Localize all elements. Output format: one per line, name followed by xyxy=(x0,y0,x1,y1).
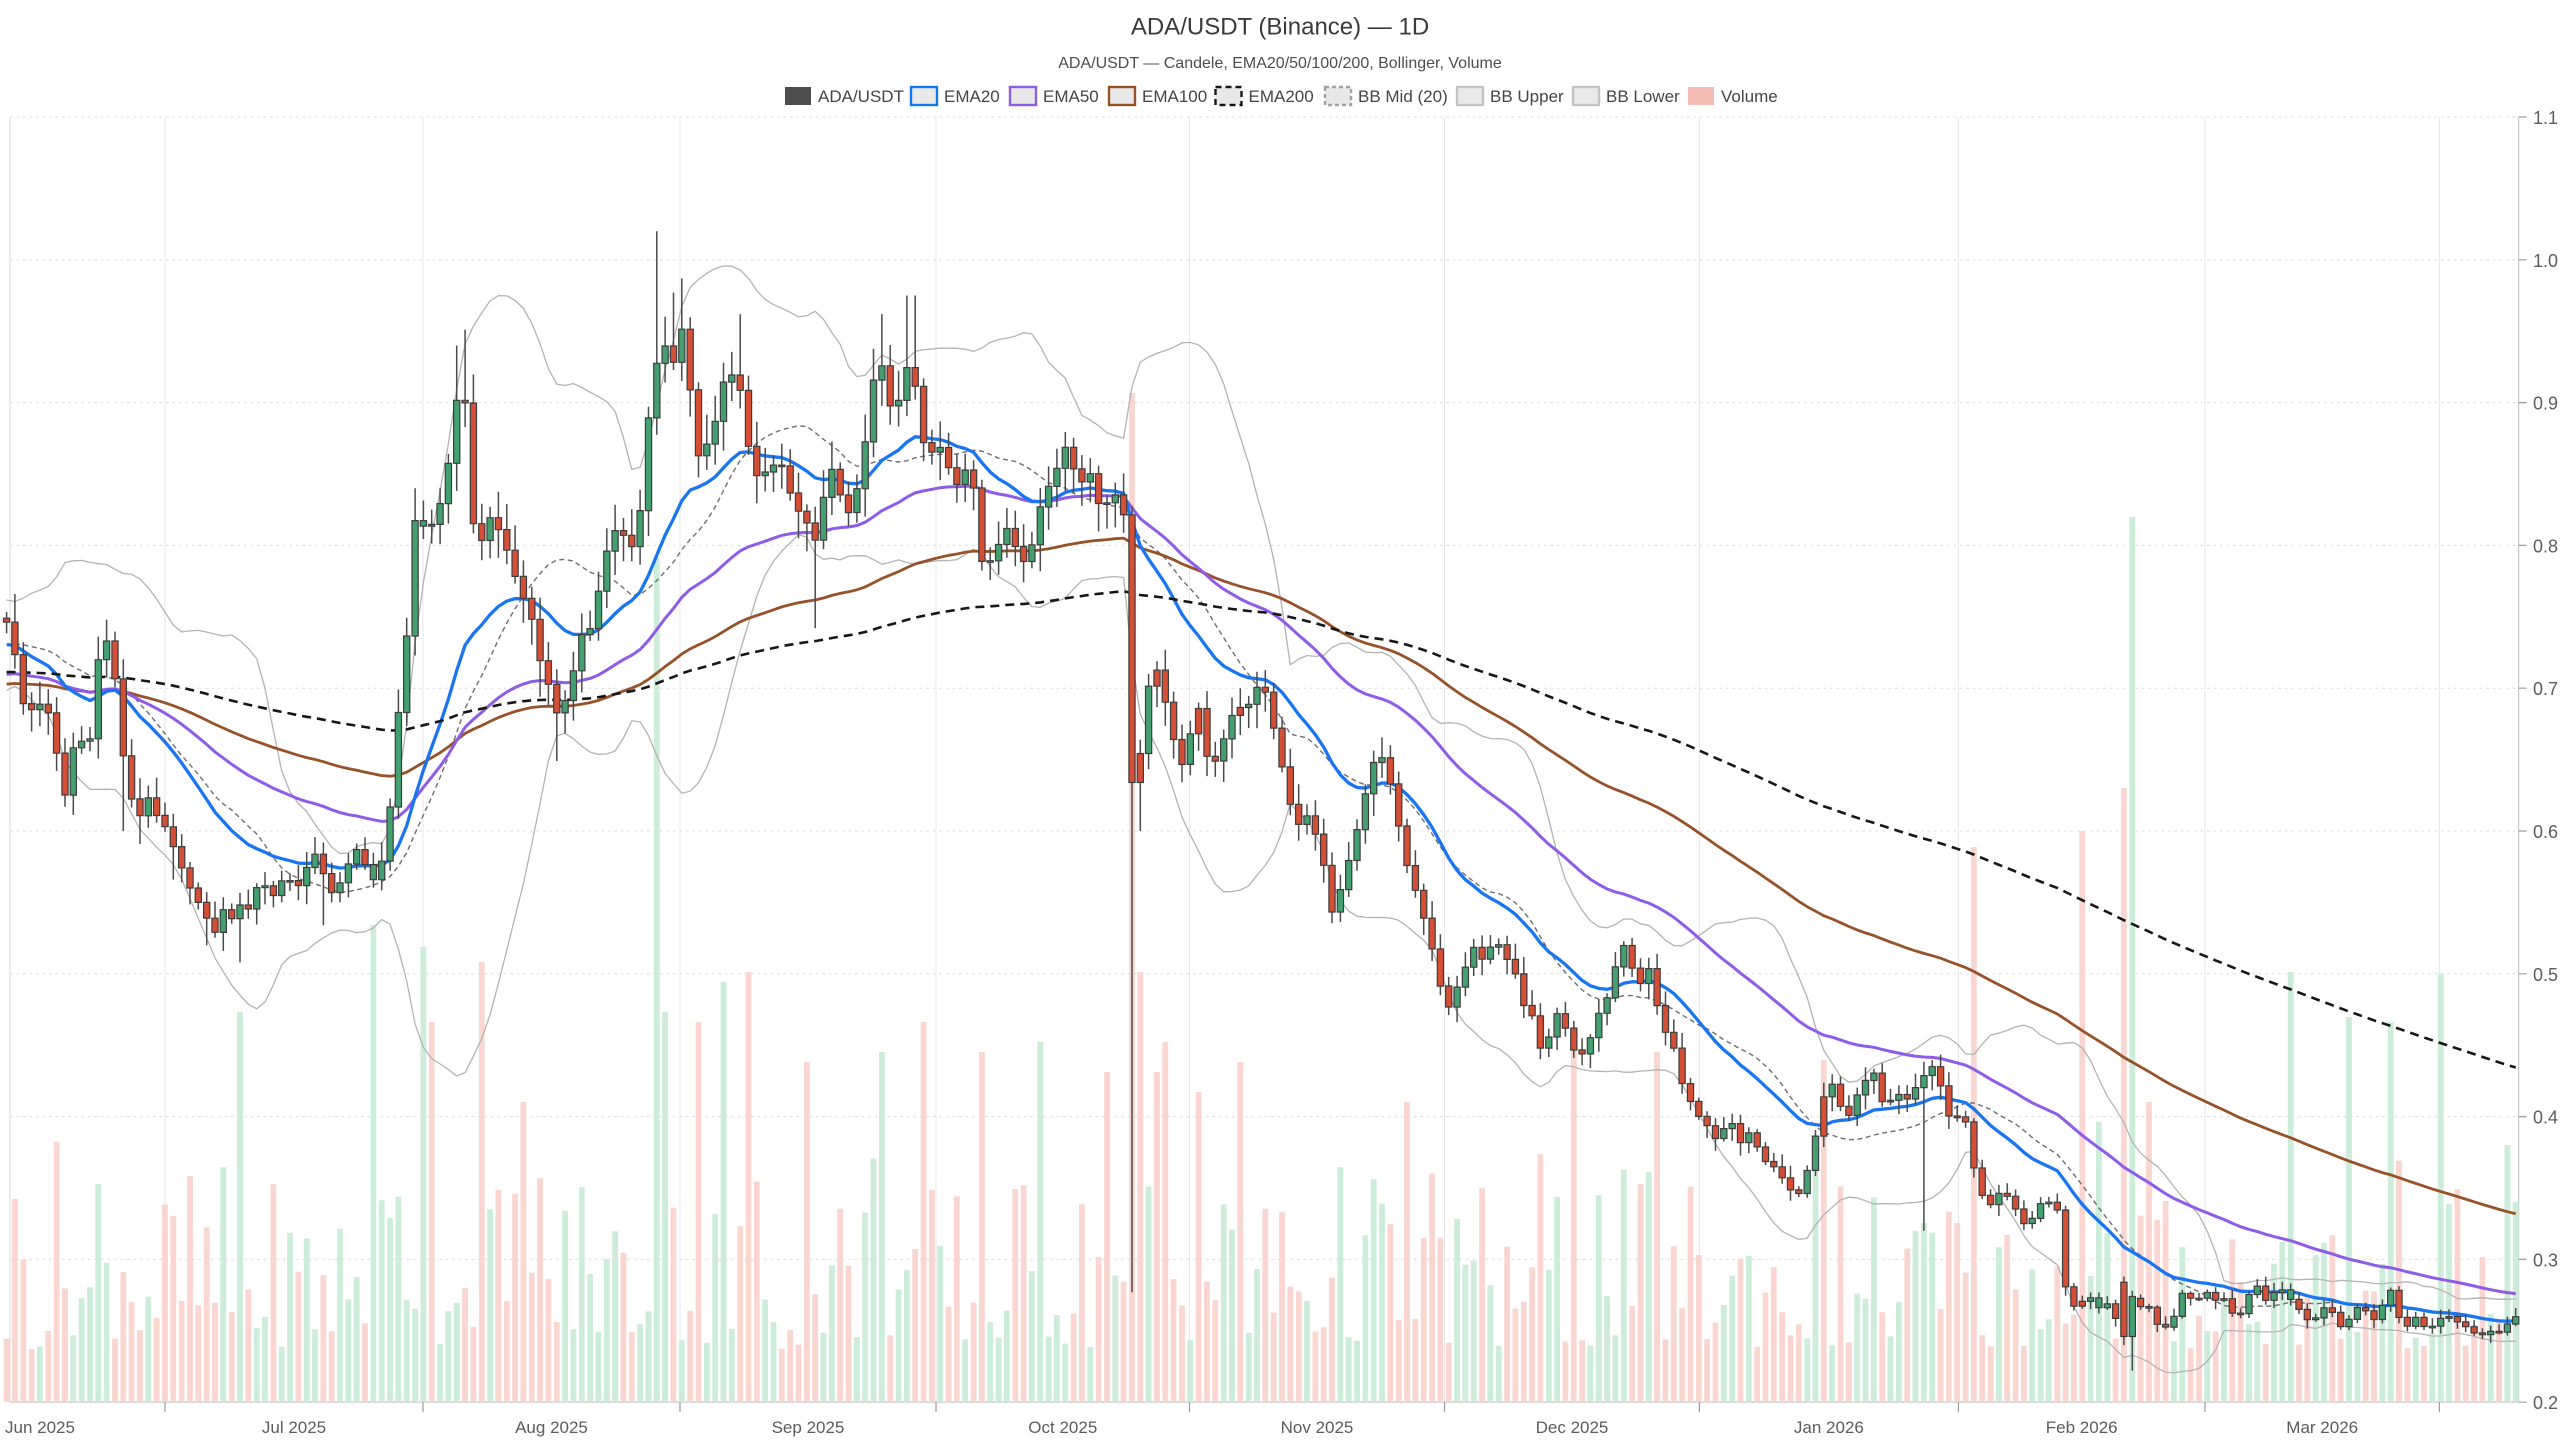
svg-text:Jul 2025: Jul 2025 xyxy=(262,1418,326,1437)
svg-text:Oct 2025: Oct 2025 xyxy=(1028,1418,1097,1437)
svg-text:ADA/USDT — Candele, EMA20/50/1: ADA/USDT — Candele, EMA20/50/100/200, Bo… xyxy=(1058,55,1502,72)
svg-text:BB Mid (20): BB Mid (20) xyxy=(1358,87,1448,106)
svg-text:EMA50: EMA50 xyxy=(1043,87,1099,106)
svg-text:Nov 2025: Nov 2025 xyxy=(1281,1418,1354,1437)
svg-text:0.7: 0.7 xyxy=(2533,679,2558,699)
svg-text:Feb 2026: Feb 2026 xyxy=(2046,1418,2118,1437)
svg-text:0.5: 0.5 xyxy=(2533,965,2558,985)
svg-text:ADA/USDT: ADA/USDT xyxy=(818,87,904,106)
svg-text:Sep 2025: Sep 2025 xyxy=(772,1418,845,1437)
svg-text:Mar 2026: Mar 2026 xyxy=(2286,1418,2358,1437)
svg-text:1.0: 1.0 xyxy=(2533,251,2558,271)
svg-text:EMA200: EMA200 xyxy=(1249,87,1314,106)
svg-text:Aug 2025: Aug 2025 xyxy=(515,1418,588,1437)
svg-text:0.8: 0.8 xyxy=(2533,536,2558,556)
svg-text:ADA/USDT (Binance) — 1D: ADA/USDT (Binance) — 1D xyxy=(1131,14,1429,41)
svg-text:Volume: Volume xyxy=(1721,87,1778,106)
svg-text:0.9: 0.9 xyxy=(2533,394,2558,414)
svg-text:Jun 2025: Jun 2025 xyxy=(5,1418,75,1437)
svg-text:BB Lower: BB Lower xyxy=(1606,87,1680,106)
svg-text:Dec 2025: Dec 2025 xyxy=(1536,1418,1609,1437)
svg-text:1.1: 1.1 xyxy=(2533,108,2558,128)
svg-text:EMA20: EMA20 xyxy=(944,87,1000,106)
svg-text:BB Upper: BB Upper xyxy=(1490,87,1564,106)
svg-text:0.4: 0.4 xyxy=(2533,1108,2558,1128)
svg-text:Jan 2026: Jan 2026 xyxy=(1794,1418,1864,1437)
svg-text:0.6: 0.6 xyxy=(2533,822,2558,842)
svg-text:0.2: 0.2 xyxy=(2533,1393,2558,1413)
svg-text:0.3: 0.3 xyxy=(2533,1250,2558,1270)
svg-text:EMA100: EMA100 xyxy=(1142,87,1207,106)
